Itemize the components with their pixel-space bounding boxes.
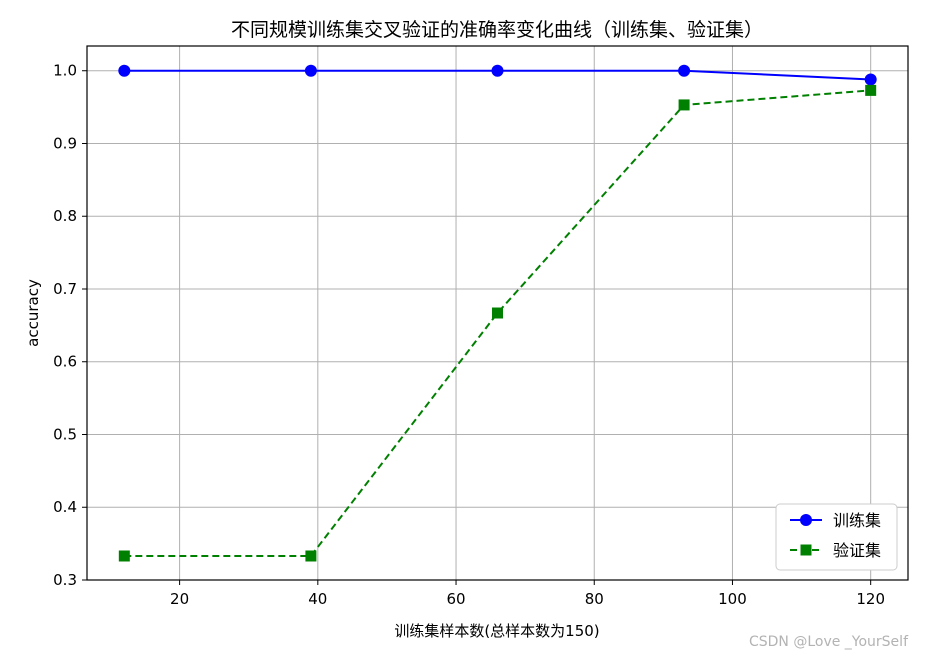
series-layer: [118, 64, 877, 562]
y-tick-label: 0.7: [53, 280, 77, 298]
axes-layer: 20 40 60 80 100 120 0.3 0.4 0.5 0.6 0.7 0.8 0.9 1.0: [53, 62, 885, 608]
legend-train-marker: [800, 514, 812, 526]
y-tick-label: 0.4: [53, 498, 77, 516]
x-tick-label: 40: [308, 590, 327, 608]
watermark: CSDN @Love _YourSelf: [748, 634, 908, 650]
plot-frame: [86, 45, 909, 581]
y-tick-label: 0.3: [53, 571, 77, 589]
y-axis-label: accuracy: [24, 279, 42, 347]
x-axis-label: 训练集样本数(总样本数为150): [394, 622, 599, 640]
data-point-circle: [491, 64, 504, 77]
data-point-circle: [118, 64, 131, 77]
data-point-square: [118, 550, 130, 562]
x-tick-label: 120: [856, 590, 885, 608]
data-point-square: [865, 84, 877, 96]
series-line-1: [124, 89, 871, 557]
y-tick-label: 0.6: [53, 353, 77, 371]
chart-title: 不同规模训练集交叉验证的准确率变化曲线（训练集、验证集）: [231, 19, 763, 41]
data-point-square: [492, 307, 503, 319]
x-tick-label: 20: [170, 590, 189, 608]
data-point-circle: [678, 64, 691, 77]
legend-train-label: 训练集: [833, 511, 881, 530]
y-tick-label: 1.0: [53, 62, 77, 80]
y-tick-label: 0.8: [53, 207, 77, 225]
x-tick-label: 60: [446, 590, 465, 608]
data-point-square: [305, 550, 317, 562]
x-tick-label: 80: [585, 590, 604, 608]
legend-val-marker: [800, 544, 812, 556]
y-tick-label: 0.5: [53, 425, 77, 443]
legend: 训练集 验证集: [775, 503, 898, 571]
legend-val-label: 验证集: [833, 541, 881, 560]
data-point-circle: [864, 73, 877, 86]
data-point-circle: [304, 64, 317, 77]
y-tick-label: 0.9: [53, 134, 77, 152]
x-tick-label: 100: [718, 590, 747, 608]
data-point-square: [678, 99, 690, 111]
